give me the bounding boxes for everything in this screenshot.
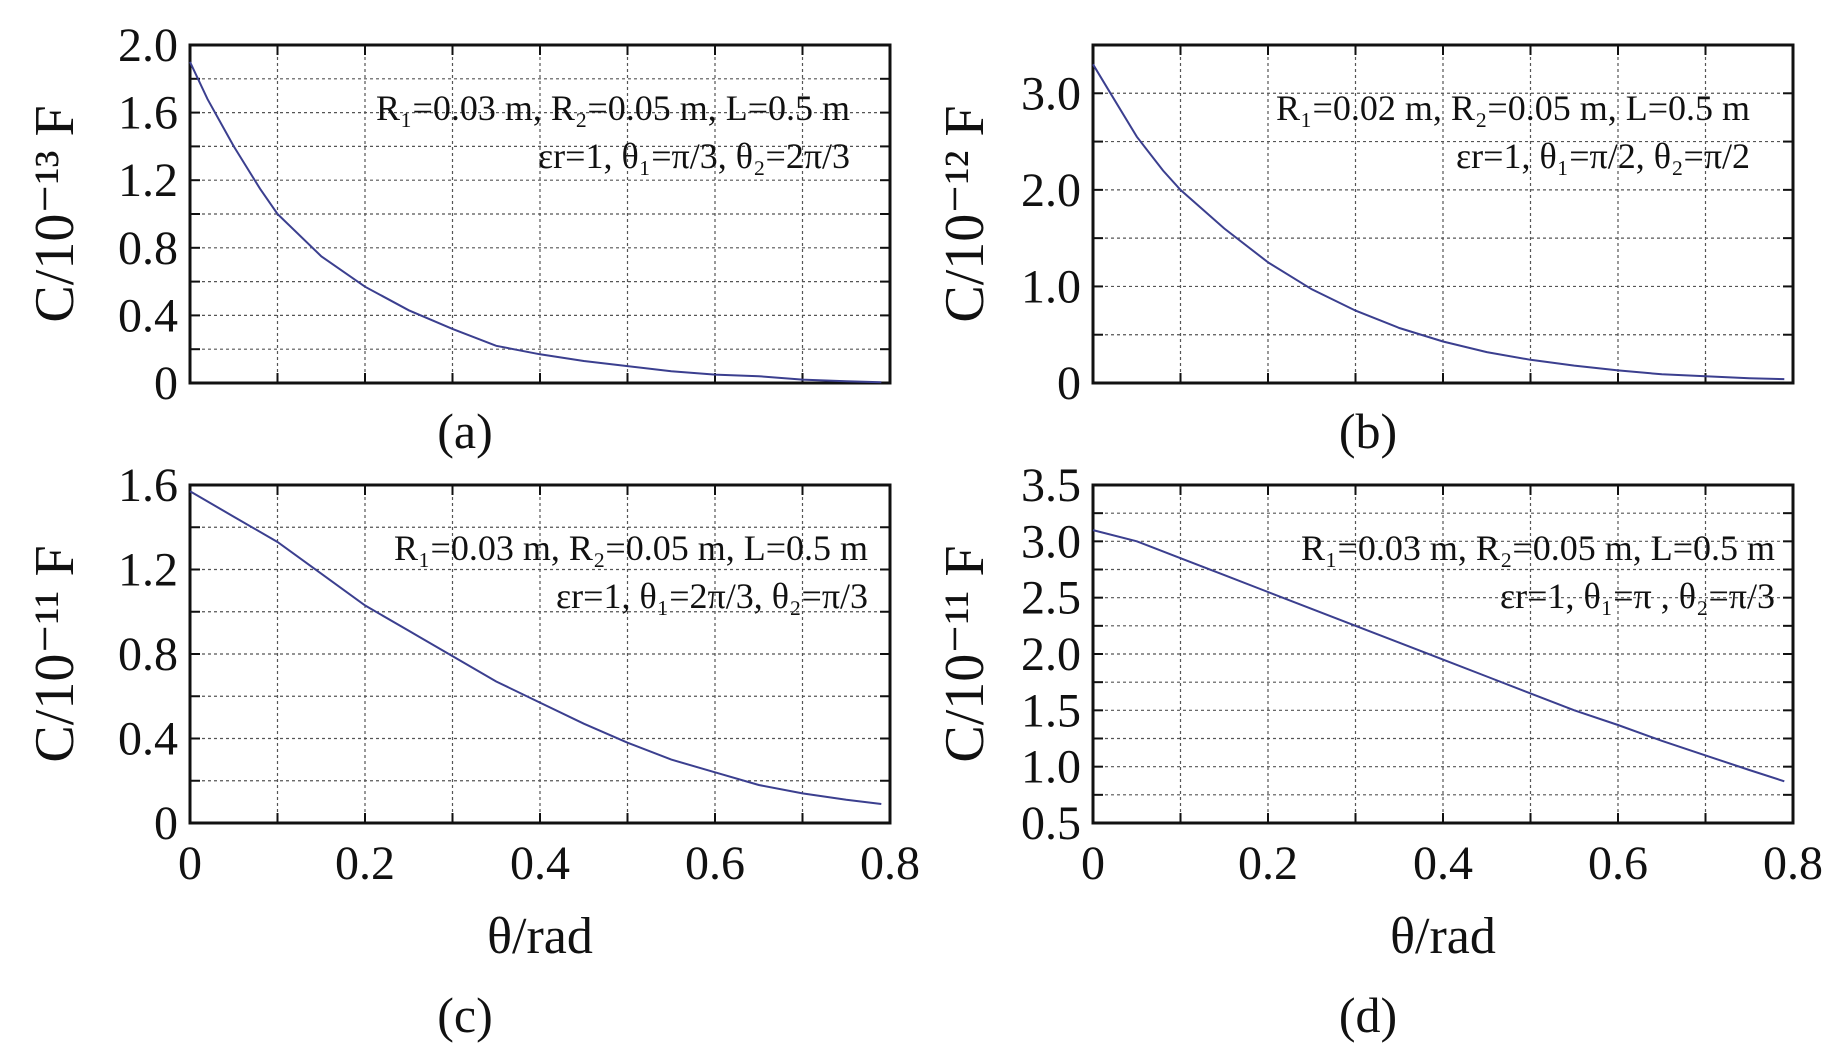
y-tick-label: 1.6	[118, 87, 178, 140]
y-tick-label: 0.5	[1021, 797, 1081, 850]
parameter-annotation: εr=1, θ₁=π , θ₂=π/3	[1500, 576, 1775, 616]
parameter-annotation: εr=1, θ₁=2π/3, θ₂=π/3	[556, 576, 868, 616]
parameter-annotation: R₁=0.03 m, R₂=0.05 m, L=0.5 m	[376, 88, 850, 128]
y-axis-label: C/10⁻¹² F	[934, 105, 996, 322]
x-tick-label: 0.4	[1413, 837, 1473, 890]
y-tick-label: 1.2	[118, 544, 178, 597]
y-tick-label: 2.5	[1021, 572, 1081, 625]
plot-frame	[1091, 483, 1795, 825]
x-tick-label: 0.8	[860, 837, 920, 890]
y-tick-label: 0.8	[118, 222, 178, 275]
y-tick-label: 1.0	[1021, 260, 1081, 313]
x-tick-label: 0.2	[335, 837, 395, 890]
x-tick-label: 0.8	[1763, 837, 1823, 890]
chart-panel-0: 0 0.4 0.8 1.2 1.6 2.0 C/10⁻¹³ F (a) R₁=0.03 m, R…	[24, 19, 892, 459]
parameter-annotation: εr=1, θ₁=π/3, θ₂=2π/3	[538, 136, 850, 176]
x-axis-label: θ/rad	[1390, 908, 1496, 965]
y-tick-label: 2.0	[118, 19, 178, 72]
panel-caption: (c)	[437, 987, 493, 1043]
x-tick-label: 0.6	[1588, 837, 1648, 890]
capacitance-curve	[1092, 529, 1785, 783]
y-tick-label: 0.8	[118, 628, 178, 681]
parameter-annotation: R₁=0.03 m, R₂=0.05 m, L=0.5 m	[394, 528, 868, 568]
parameter-annotation: R₁=0.02 m, R₂=0.05 m, L=0.5 m	[1276, 88, 1750, 128]
capacitance-curve	[1092, 63, 1785, 381]
x-tick-label: 0	[178, 837, 202, 890]
y-axis-label: C/10⁻¹¹ F	[934, 545, 996, 762]
y-axis-label: C/10⁻¹³ F	[24, 105, 86, 322]
y-tick-label: 1.6	[118, 459, 178, 512]
y-tick-label: 3.0	[1021, 515, 1081, 568]
y-tick-label: 0	[154, 357, 178, 410]
chart-panel-3: 0.51.01.52.02.53.03.5 0 0.2 0.4 0.6 0.8 C/10⁻¹…	[934, 459, 1823, 1043]
panel-caption: (b)	[1339, 403, 1397, 459]
y-tick-label: 0.4	[118, 289, 178, 342]
panel-caption: (d)	[1339, 987, 1397, 1043]
y-tick-label: 2.0	[1021, 164, 1081, 217]
y-tick-label: 0	[154, 797, 178, 850]
chart-panel-1: 0 1.0 2.0 3.0 C/10⁻¹² F (b) R₁=0.02 m, R₂=0.05…	[934, 43, 1795, 459]
y-tick-label: 0.4	[118, 713, 178, 766]
capacitance-curve	[189, 61, 882, 384]
y-tick-label: 1.5	[1021, 684, 1081, 737]
parameter-annotation: R₁=0.03 m, R₂=0.05 m, L=0.5 m	[1301, 528, 1775, 568]
plot-frame	[1091, 43, 1795, 385]
x-tick-label: 0	[1081, 837, 1105, 890]
y-tick-label: 3.0	[1021, 67, 1081, 120]
x-tick-label: 0.2	[1238, 837, 1298, 890]
y-tick-label: 1.2	[118, 154, 178, 207]
panel-caption: (a)	[437, 403, 493, 459]
x-tick-label: 0.4	[510, 837, 570, 890]
plot-frame	[188, 43, 892, 385]
parameter-annotation: εr=1, θ₁=π/2, θ₂=π/2	[1456, 136, 1750, 176]
y-tick-label: 2.0	[1021, 628, 1081, 681]
y-tick-label: 3.5	[1021, 459, 1081, 512]
y-tick-label: 0	[1057, 357, 1081, 410]
plot-frame	[188, 483, 892, 825]
y-axis-label: C/10⁻¹¹ F	[24, 545, 86, 762]
chart-panel-2: 0 0.4 0.8 1.2 1.6 0 0.2 0.4 0.6 0.8 C/10⁻¹¹ F θ/rad…	[24, 459, 920, 1043]
y-tick-label: 1.0	[1021, 741, 1081, 794]
x-axis-label: θ/rad	[487, 908, 593, 965]
x-tick-label: 0.6	[685, 837, 745, 890]
capacitance-curve	[189, 490, 882, 805]
